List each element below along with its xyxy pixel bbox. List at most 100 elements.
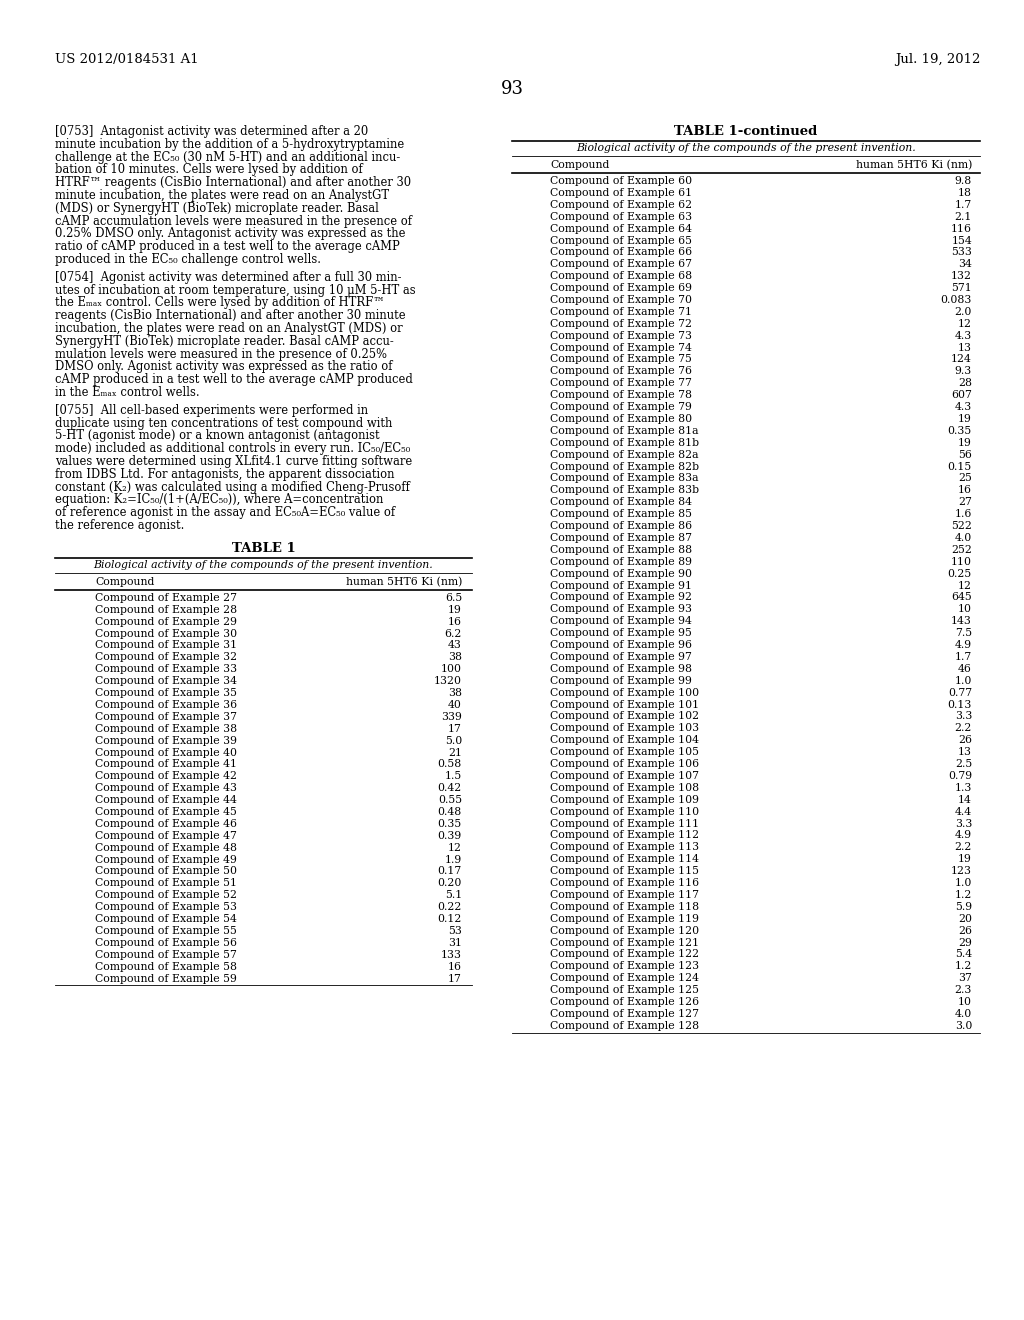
Text: Compound of Example 120: Compound of Example 120: [550, 925, 699, 936]
Text: 0.22: 0.22: [437, 902, 462, 912]
Text: 53: 53: [449, 927, 462, 936]
Text: 19: 19: [958, 854, 972, 865]
Text: (MDS) or SynergyHT (BioTek) microplate reader. Basal: (MDS) or SynergyHT (BioTek) microplate r…: [55, 202, 379, 215]
Text: Compound of Example 38: Compound of Example 38: [95, 723, 238, 734]
Text: 1.9: 1.9: [444, 854, 462, 865]
Text: 123: 123: [951, 866, 972, 876]
Text: Compound of Example 59: Compound of Example 59: [95, 974, 237, 983]
Text: Compound of Example 80: Compound of Example 80: [550, 414, 692, 424]
Text: Compound: Compound: [95, 577, 155, 587]
Text: 0.35: 0.35: [948, 426, 972, 436]
Text: challenge at the EC₅₀ (30 nM 5-HT) and an additional incu-: challenge at the EC₅₀ (30 nM 5-HT) and a…: [55, 150, 400, 164]
Text: incubation, the plates were read on an AnalystGT (MDS) or: incubation, the plates were read on an A…: [55, 322, 402, 335]
Text: Compound of Example 65: Compound of Example 65: [550, 235, 692, 246]
Text: human 5HT6 Ki (nm): human 5HT6 Ki (nm): [856, 160, 972, 170]
Text: 2.1: 2.1: [954, 211, 972, 222]
Text: minute incubation by the addition of a 5-hydroxytryptamine: minute incubation by the addition of a 5…: [55, 137, 404, 150]
Text: 0.55: 0.55: [438, 795, 462, 805]
Text: Compound of Example 71: Compound of Example 71: [550, 306, 692, 317]
Text: HTRF™ reagents (CisBio International) and after another 30: HTRF™ reagents (CisBio International) an…: [55, 176, 411, 189]
Text: Compound of Example 106: Compound of Example 106: [550, 759, 699, 770]
Text: 4.3: 4.3: [954, 331, 972, 341]
Text: US 2012/0184531 A1: US 2012/0184531 A1: [55, 53, 199, 66]
Text: Compound of Example 90: Compound of Example 90: [550, 569, 692, 578]
Text: Compound of Example 81a: Compound of Example 81a: [550, 426, 698, 436]
Text: 13: 13: [958, 747, 972, 758]
Text: 4.0: 4.0: [954, 533, 972, 543]
Text: Compound of Example 124: Compound of Example 124: [550, 973, 699, 983]
Text: the reference agonist.: the reference agonist.: [55, 519, 184, 532]
Text: Compound: Compound: [550, 160, 609, 170]
Text: 93: 93: [501, 81, 523, 98]
Text: Compound of Example 67: Compound of Example 67: [550, 259, 692, 269]
Text: Compound of Example 51: Compound of Example 51: [95, 878, 237, 888]
Text: Compound of Example 40: Compound of Example 40: [95, 747, 237, 758]
Text: Compound of Example 35: Compound of Example 35: [95, 688, 237, 698]
Text: 4.9: 4.9: [954, 640, 972, 649]
Text: 56: 56: [958, 450, 972, 459]
Text: [0754]  Agonist activity was determined after a full 30 min-: [0754] Agonist activity was determined a…: [55, 271, 401, 284]
Text: Compound of Example 105: Compound of Example 105: [550, 747, 699, 758]
Text: 522: 522: [951, 521, 972, 531]
Text: Compound of Example 79: Compound of Example 79: [550, 403, 692, 412]
Text: Compound of Example 31: Compound of Example 31: [95, 640, 238, 651]
Text: Compound of Example 73: Compound of Example 73: [550, 331, 692, 341]
Text: 0.25: 0.25: [948, 569, 972, 578]
Text: Compound of Example 60: Compound of Example 60: [550, 176, 692, 186]
Text: Compound of Example 104: Compound of Example 104: [550, 735, 699, 746]
Text: Compound of Example 58: Compound of Example 58: [95, 962, 237, 972]
Text: constant (K₂) was calculated using a modified Cheng-Prusoff: constant (K₂) was calculated using a mod…: [55, 480, 410, 494]
Text: 100: 100: [441, 664, 462, 675]
Text: 124: 124: [951, 355, 972, 364]
Text: 17: 17: [449, 723, 462, 734]
Text: Compound of Example 64: Compound of Example 64: [550, 223, 692, 234]
Text: 6.5: 6.5: [444, 593, 462, 603]
Text: Compound of Example 48: Compound of Example 48: [95, 842, 237, 853]
Text: 0.17: 0.17: [437, 866, 462, 876]
Text: Compound of Example 103: Compound of Example 103: [550, 723, 699, 734]
Text: Compound of Example 86: Compound of Example 86: [550, 521, 692, 531]
Text: 19: 19: [958, 438, 972, 447]
Text: 29: 29: [958, 937, 972, 948]
Text: Compound of Example 74: Compound of Example 74: [550, 343, 692, 352]
Text: 13: 13: [958, 343, 972, 352]
Text: 4.3: 4.3: [954, 403, 972, 412]
Text: 0.77: 0.77: [948, 688, 972, 698]
Text: Biological activity of the compounds of the present invention.: Biological activity of the compounds of …: [93, 560, 433, 570]
Text: 16: 16: [449, 962, 462, 972]
Text: reagents (CisBio International) and after another 30 minute: reagents (CisBio International) and afte…: [55, 309, 406, 322]
Text: Compound of Example 125: Compound of Example 125: [550, 985, 699, 995]
Text: equation: K₂=IC₅₀/(1+(A/EC₅₀)), where A=concentration: equation: K₂=IC₅₀/(1+(A/EC₅₀)), where A=…: [55, 494, 383, 507]
Text: Compound of Example 109: Compound of Example 109: [550, 795, 699, 805]
Text: 17: 17: [449, 974, 462, 983]
Text: 31: 31: [449, 939, 462, 948]
Text: Compound of Example 68: Compound of Example 68: [550, 271, 692, 281]
Text: 19: 19: [958, 414, 972, 424]
Text: human 5HT6 Ki (nm): human 5HT6 Ki (nm): [346, 577, 462, 587]
Text: Compound of Example 66: Compound of Example 66: [550, 247, 692, 257]
Text: mulation levels were measured in the presence of 0.25%: mulation levels were measured in the pre…: [55, 347, 387, 360]
Text: Compound of Example 47: Compound of Example 47: [95, 830, 237, 841]
Text: 0.13: 0.13: [947, 700, 972, 710]
Text: 5.9: 5.9: [954, 902, 972, 912]
Text: 2.0: 2.0: [954, 306, 972, 317]
Text: Biological activity of the compounds of the present invention.: Biological activity of the compounds of …: [577, 143, 915, 153]
Text: Compound of Example 30: Compound of Example 30: [95, 628, 238, 639]
Text: 645: 645: [951, 593, 972, 602]
Text: Compound of Example 100: Compound of Example 100: [550, 688, 699, 698]
Text: Compound of Example 85: Compound of Example 85: [550, 510, 692, 519]
Text: 4.0: 4.0: [954, 1008, 972, 1019]
Text: 16: 16: [958, 486, 972, 495]
Text: 0.79: 0.79: [948, 771, 972, 781]
Text: Compound of Example 128: Compound of Example 128: [550, 1020, 699, 1031]
Text: Compound of Example 88: Compound of Example 88: [550, 545, 692, 554]
Text: Compound of Example 115: Compound of Example 115: [550, 866, 699, 876]
Text: 143: 143: [951, 616, 972, 626]
Text: Compound of Example 84: Compound of Example 84: [550, 498, 692, 507]
Text: 1.7: 1.7: [954, 199, 972, 210]
Text: Compound of Example 78: Compound of Example 78: [550, 391, 692, 400]
Text: bation of 10 minutes. Cells were lysed by addition of: bation of 10 minutes. Cells were lysed b…: [55, 164, 362, 177]
Text: 1.0: 1.0: [954, 878, 972, 888]
Text: 27: 27: [958, 498, 972, 507]
Text: Compound of Example 34: Compound of Example 34: [95, 676, 237, 686]
